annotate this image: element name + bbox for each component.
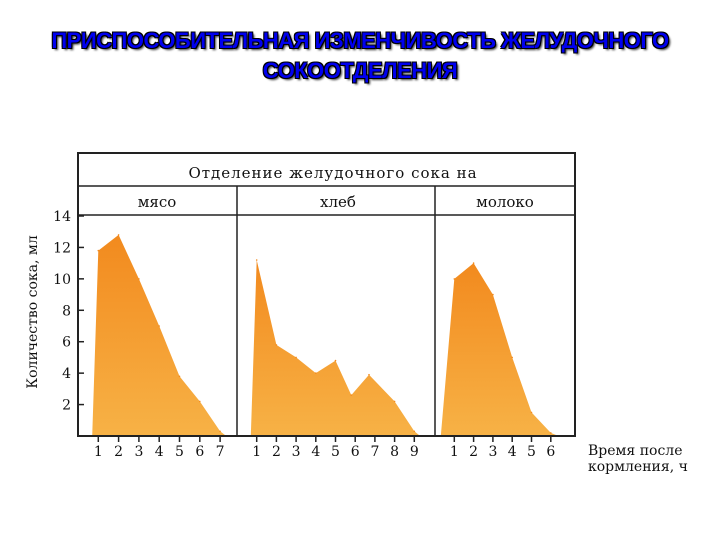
x-axis-label-line-1: Время после: [588, 443, 683, 459]
y-tick-label-12: 12: [53, 240, 71, 256]
x-tick-label-meat-3: 3: [134, 444, 143, 460]
y-axis-label: Количество сока, мл: [25, 235, 41, 389]
point-milk-1: [453, 278, 456, 280]
point-bread-6: [350, 394, 353, 396]
y-tick-label-14: 14: [53, 209, 71, 225]
point-bread-8: [393, 400, 396, 403]
point-bread-1: [255, 259, 258, 261]
point-bread-5: [334, 359, 337, 362]
slide-title: ПРИСПОСОБИТЕЛЬНАЯ ИЗМЕНЧИВОСТЬ ЖЕЛУДОЧНО…: [0, 26, 720, 86]
point-meat-7: [219, 430, 221, 433]
x-tick-label-meat-2: 2: [114, 444, 123, 460]
point-milk-5: [530, 411, 533, 414]
x-tick-label-bread-1: 1: [252, 444, 261, 460]
x-tick-label-bread-3: 3: [292, 444, 301, 460]
area-milk: [440, 263, 559, 436]
point-meat-3: [138, 278, 140, 280]
point-bread-9: [413, 430, 416, 433]
x-tick-label-milk-6: 6: [546, 444, 555, 460]
x-tick-label-bread-2: 2: [272, 444, 281, 460]
point-milk-2: [472, 262, 475, 264]
point-bread-2: [275, 344, 278, 346]
panel-name-milk: молоко: [476, 193, 534, 211]
x-tick-label-milk-5: 5: [527, 444, 536, 460]
x-tick-label-bread-7: 7: [370, 444, 379, 460]
point-meat-4: [158, 325, 160, 327]
slide-title-line-2: СОКООТДЕЛЕНИЯ: [262, 58, 458, 83]
slide-title-line-1: ПРИСПОСОБИТЕЛЬНАЯ ИЗМЕНЧИВОСТЬ ЖЕЛУДОЧНО…: [51, 28, 669, 53]
panel-name-meat: мясо: [138, 193, 177, 211]
point-meat-5: [178, 375, 181, 378]
x-tick-label-bread-6: 6: [351, 444, 360, 460]
point-meat-6: [199, 400, 201, 403]
x-tick-label-meat-4: 4: [155, 444, 164, 460]
x-tick-label-bread-4: 4: [311, 444, 320, 460]
y-tick-labels: 2 4 6 8 10 12 14: [53, 209, 84, 414]
point-bread-7: [368, 373, 370, 376]
x-tick-label-meat-5: 5: [175, 444, 184, 460]
x-tick-label-meat-7: 7: [216, 444, 225, 460]
x-tick-label-milk-4: 4: [508, 444, 517, 460]
y-tick-label-4: 4: [62, 366, 71, 382]
x-tick-label-meat-6: 6: [195, 444, 204, 460]
point-milk-3: [492, 293, 494, 296]
point-meat-1: [97, 249, 100, 252]
area-meat: [92, 234, 227, 436]
panel-name-bread: хлеб: [320, 193, 356, 211]
area-bread: [250, 260, 421, 436]
point-milk-6: [550, 432, 552, 434]
y-tick-label-8: 8: [62, 303, 71, 319]
x-tick-label-bread-5: 5: [331, 444, 340, 460]
x-tick-label-meat-1: 1: [94, 444, 103, 460]
point-milk-4: [511, 356, 513, 359]
point-bread-4: [315, 372, 317, 374]
chart-header: Отделение желудочного сока на: [188, 164, 477, 182]
x-tick-label-bread-9: 9: [410, 444, 419, 460]
y-tick-label-10: 10: [53, 272, 71, 288]
x-tick-label-milk-3: 3: [488, 444, 497, 460]
x-tick-label-milk-2: 2: [469, 444, 478, 460]
y-tick-label-6: 6: [62, 335, 71, 351]
x-axis-label-line-2: кормления, ч: [588, 459, 688, 475]
x-tick-label-bread-8: 8: [390, 444, 399, 460]
point-bread-3: [295, 356, 297, 359]
y-tick-label-2: 2: [62, 398, 71, 414]
x-tick-label-milk-1: 1: [450, 444, 459, 460]
point-meat-2: [117, 234, 120, 236]
